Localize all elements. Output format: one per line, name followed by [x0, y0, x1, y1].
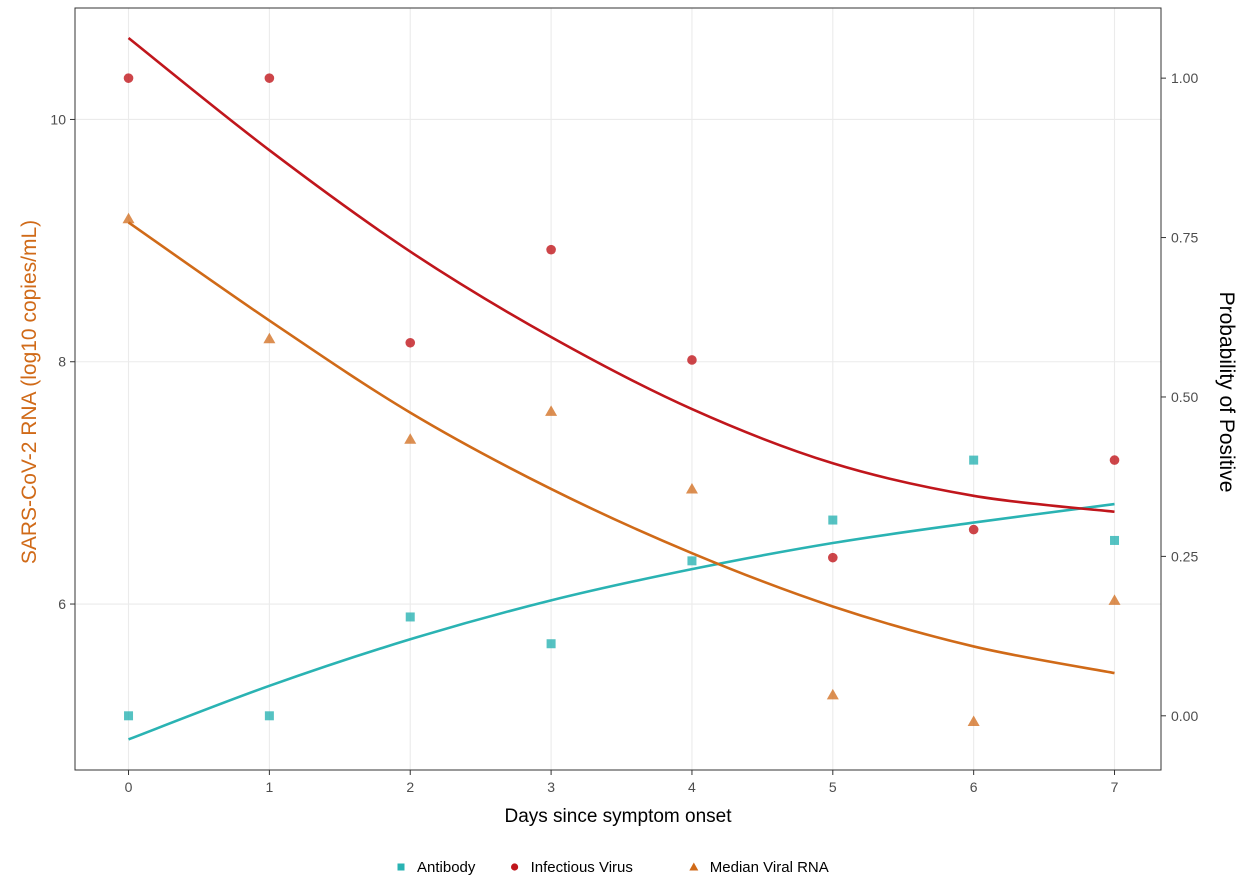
data-point-median-viral-rna — [685, 482, 698, 494]
data-point-infectious-virus — [546, 244, 556, 255]
fit-line-antibody — [128, 502, 1115, 741]
x-tick-label: 0 — [125, 779, 133, 795]
data-point-infectious-virus — [123, 73, 134, 83]
legend-label-antibody: Antibody — [417, 859, 476, 876]
y-axis-right: 0.00 0.25 0.50 0.75 1.00 — [1161, 70, 1198, 724]
y-right-tick-label: 0.50 — [1171, 389, 1198, 405]
data-point-antibody — [828, 515, 838, 525]
data-point-infectious-virus — [405, 337, 416, 348]
data-point-median-viral-rna — [263, 332, 276, 344]
data-points — [122, 73, 1121, 727]
data-point-infectious-virus — [264, 73, 275, 83]
data-point-infectious-virus — [1109, 455, 1120, 465]
data-point-median-viral-rna — [826, 688, 839, 700]
y-axis-left-title: SARS-CoV-2 RNA (log10 copies/mL) — [18, 220, 41, 564]
y-right-tick-label: 1.00 — [1171, 70, 1198, 86]
data-point-median-viral-rna — [967, 715, 980, 727]
fit-lines — [127, 36, 1115, 741]
y-right-tick-label: 0.75 — [1171, 230, 1198, 246]
legend-key-median-viral-rna — [689, 862, 699, 871]
legend-label-infectious-virus: Infectious Virus — [531, 859, 633, 876]
data-point-antibody — [546, 639, 556, 649]
legend-key-antibody — [397, 863, 405, 871]
x-tick-label: 3 — [547, 779, 555, 795]
x-tick-label: 2 — [406, 779, 414, 795]
data-point-infectious-virus — [828, 552, 838, 563]
y-left-tick-label: 8 — [58, 354, 66, 370]
y-left-tick-label: 10 — [50, 111, 66, 127]
plot-panel-border — [74, 7, 1162, 771]
data-point-median-viral-rna — [1108, 594, 1121, 605]
x-tick-label: 4 — [688, 779, 696, 795]
data-point-antibody — [969, 455, 979, 465]
data-point-antibody — [1110, 535, 1120, 545]
legend: Antibody Infectious Virus Median Viral RNA — [397, 859, 829, 876]
data-point-median-viral-rna — [404, 433, 417, 444]
gridlines — [75, 8, 1161, 770]
data-point-antibody — [405, 612, 415, 622]
data-point-median-viral-rna — [545, 405, 558, 416]
data-point-antibody — [264, 711, 274, 721]
y-right-tick-label: 0.25 — [1171, 548, 1198, 564]
x-tick-label: 1 — [265, 779, 273, 795]
fit-line-infectious-virus — [127, 36, 1115, 514]
data-point-antibody — [124, 711, 134, 721]
legend-key-infectious-virus — [510, 863, 519, 871]
x-tick-label: 6 — [970, 779, 978, 795]
data-point-antibody — [687, 556, 697, 566]
x-tick-label: 7 — [1111, 779, 1119, 795]
y-axis-left: 6 8 10 — [50, 111, 75, 612]
data-point-median-viral-rna — [122, 212, 135, 224]
data-point-infectious-virus — [968, 524, 979, 535]
fit-line-median-viral-rna — [127, 221, 1115, 675]
y-left-tick-label: 6 — [58, 596, 66, 612]
x-axis: 0 1 2 3 4 5 6 7 — [125, 770, 1119, 795]
data-point-infectious-virus — [687, 355, 697, 365]
y-right-tick-label: 0.00 — [1171, 708, 1198, 724]
x-axis-title: Days since symptom onset — [504, 806, 732, 827]
x-tick-label: 5 — [829, 779, 837, 795]
y-axis-right-title: Probability of Positive — [1215, 292, 1238, 493]
legend-label-median-viral-rna: Median Viral RNA — [710, 859, 829, 876]
